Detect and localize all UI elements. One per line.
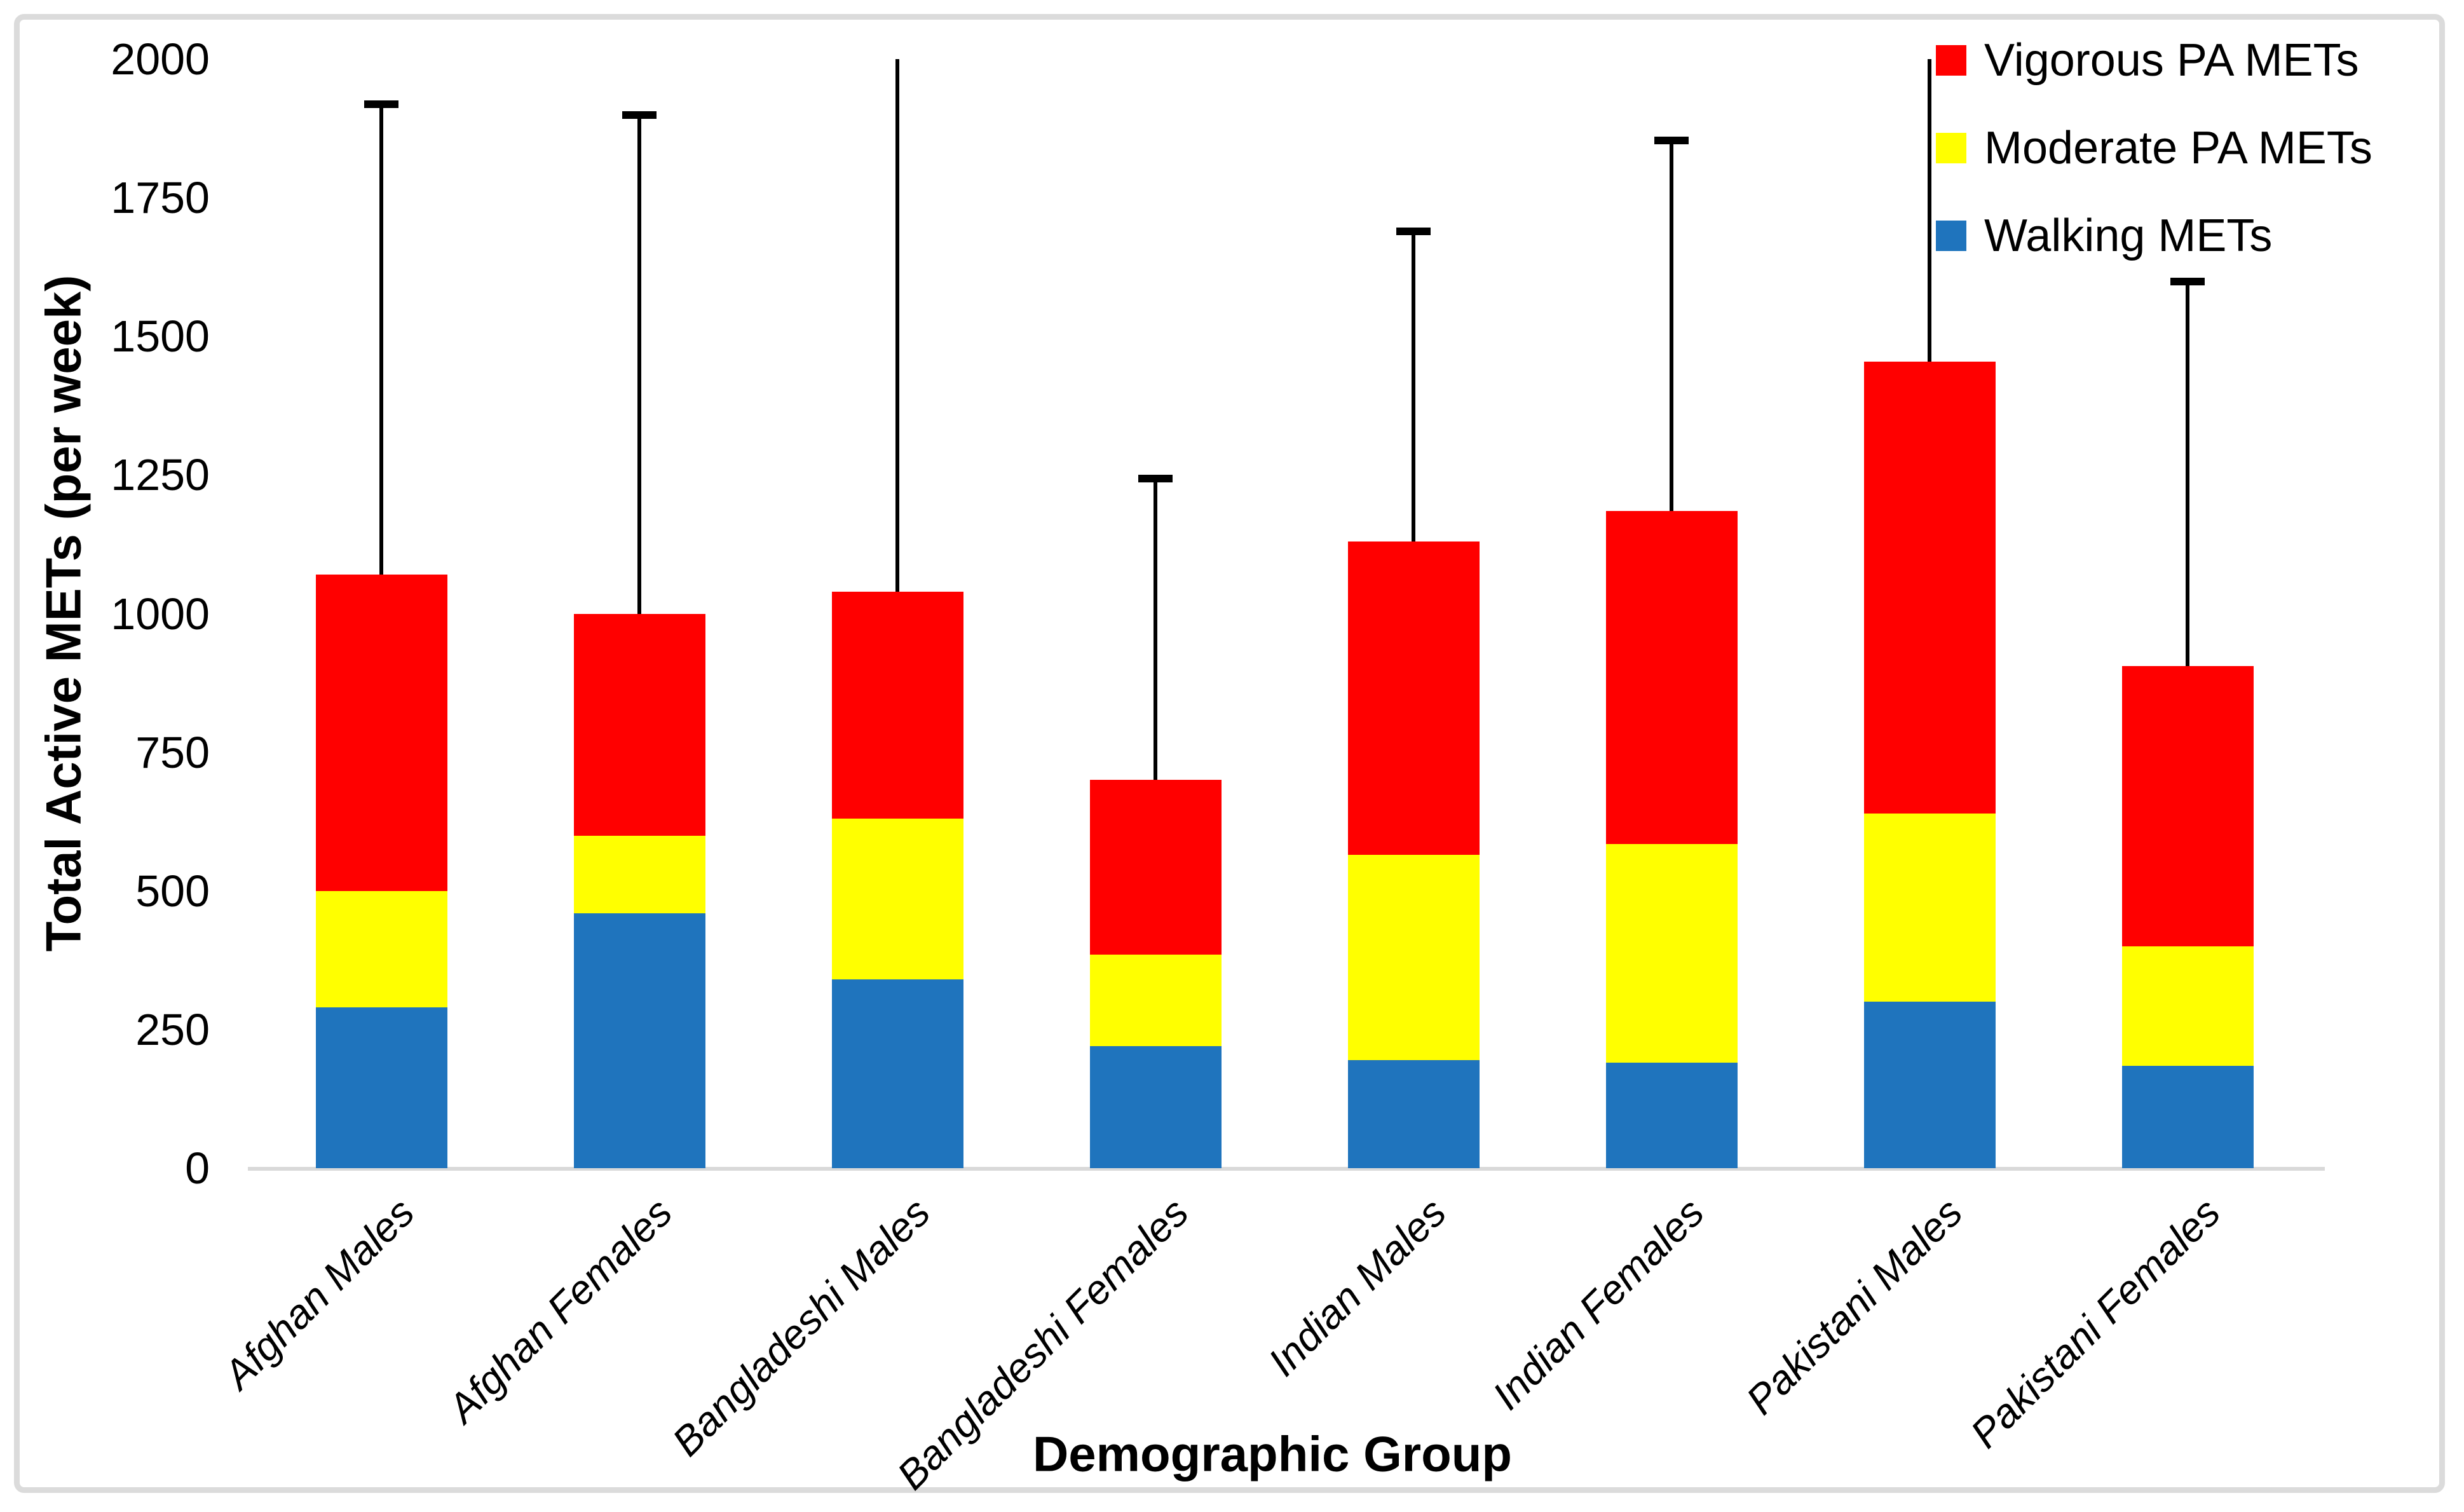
bar-segment-moderate-pa-mets <box>2121 946 2254 1066</box>
legend-label: Moderate PA METs <box>1984 123 2372 174</box>
error-bar <box>379 103 383 575</box>
bar-segment-moderate-pa-mets <box>831 819 963 980</box>
legend: Vigorous PA METs Moderate PA METs Walkin… <box>1936 28 2372 291</box>
vigorous-swatch-icon <box>1936 45 1966 76</box>
legend-item-moderate: Moderate PA METs <box>1936 116 2372 180</box>
bar-segment-vigorous-pa-mets <box>1605 511 1738 844</box>
bar-segment-walking-mets <box>1089 1046 1222 1168</box>
bar-segment-vigorous-pa-mets <box>1863 361 1996 814</box>
error-bar-cap <box>1654 136 1689 144</box>
error-bar-cap <box>364 100 398 108</box>
bar-segment-walking-mets <box>2121 1065 2254 1168</box>
y-tick-label: 1000 <box>111 589 210 639</box>
bar-segment-vigorous-pa-mets <box>1347 541 1480 855</box>
y-tick-label: 1500 <box>111 311 210 362</box>
y-tick-label: 750 <box>135 727 210 777</box>
error-bar-cap <box>2170 278 2205 285</box>
bar-segment-vigorous-pa-mets <box>2121 666 2254 946</box>
y-tick-label: 1250 <box>111 450 210 500</box>
y-tick-label: 2000 <box>111 34 210 84</box>
y-tick-label: 500 <box>135 866 210 916</box>
x-axis-title: Demographic Group <box>1032 1426 1513 1482</box>
error-bar <box>1928 59 1931 362</box>
x-category-label: Afghan Females <box>439 1189 681 1431</box>
error-bar-cap <box>1396 228 1431 236</box>
bar-segment-moderate-pa-mets <box>1863 813 1996 1002</box>
bar-segment-walking-mets <box>573 913 705 1168</box>
error-bar <box>1670 139 1673 512</box>
legend-item-vigorous: Vigorous PA METs <box>1936 28 2372 93</box>
bar-segment-walking-mets <box>315 1007 447 1168</box>
y-tick-label: 0 <box>185 1143 210 1193</box>
error-bar-cap <box>622 111 657 119</box>
legend-item-walking: Walking METs <box>1936 203 2372 268</box>
x-category-label: Indian Males <box>1259 1189 1455 1385</box>
y-tick-label: 1750 <box>111 173 210 223</box>
bar-segment-walking-mets <box>1605 1063 1738 1168</box>
error-bar <box>895 59 899 592</box>
x-category-label: Pakistani Females <box>1961 1189 2229 1457</box>
y-axis-title: Total Active METs (per week) <box>35 275 92 952</box>
y-tick-label: 250 <box>135 1004 210 1054</box>
moderate-swatch-icon <box>1936 133 1966 163</box>
walking-swatch-icon <box>1936 221 1966 251</box>
x-category-label: Bangladeshi Males <box>663 1189 939 1465</box>
bar-segment-walking-mets <box>1863 1002 1996 1168</box>
error-bar-cap <box>1138 474 1173 482</box>
bar-segment-vigorous-pa-mets <box>1089 780 1222 955</box>
error-bar <box>2186 281 2189 667</box>
bar-segment-vigorous-pa-mets <box>831 591 963 819</box>
error-bar <box>1412 231 1415 542</box>
bar-segment-moderate-pa-mets <box>315 890 447 1007</box>
x-category-label: Indian Females <box>1483 1189 1713 1419</box>
x-axis-line <box>248 1167 2325 1171</box>
x-category-label: Pakistani Males <box>1737 1189 1971 1424</box>
error-bar <box>637 114 641 614</box>
bar-segment-moderate-pa-mets <box>1089 955 1222 1047</box>
legend-label: Walking METs <box>1984 210 2273 261</box>
error-bar <box>1154 477 1157 780</box>
legend-label: Vigorous PA METs <box>1984 35 2359 86</box>
bar-segment-walking-mets <box>831 979 963 1168</box>
bar-segment-moderate-pa-mets <box>1605 843 1738 1063</box>
bar-segment-moderate-pa-mets <box>573 835 705 913</box>
x-category-label: Afghan Males <box>214 1189 423 1398</box>
bar-segment-walking-mets <box>1347 1059 1480 1168</box>
bar-segment-vigorous-pa-mets <box>315 575 447 891</box>
bar-segment-vigorous-pa-mets <box>573 613 705 836</box>
bar-segment-moderate-pa-mets <box>1347 855 1480 1060</box>
